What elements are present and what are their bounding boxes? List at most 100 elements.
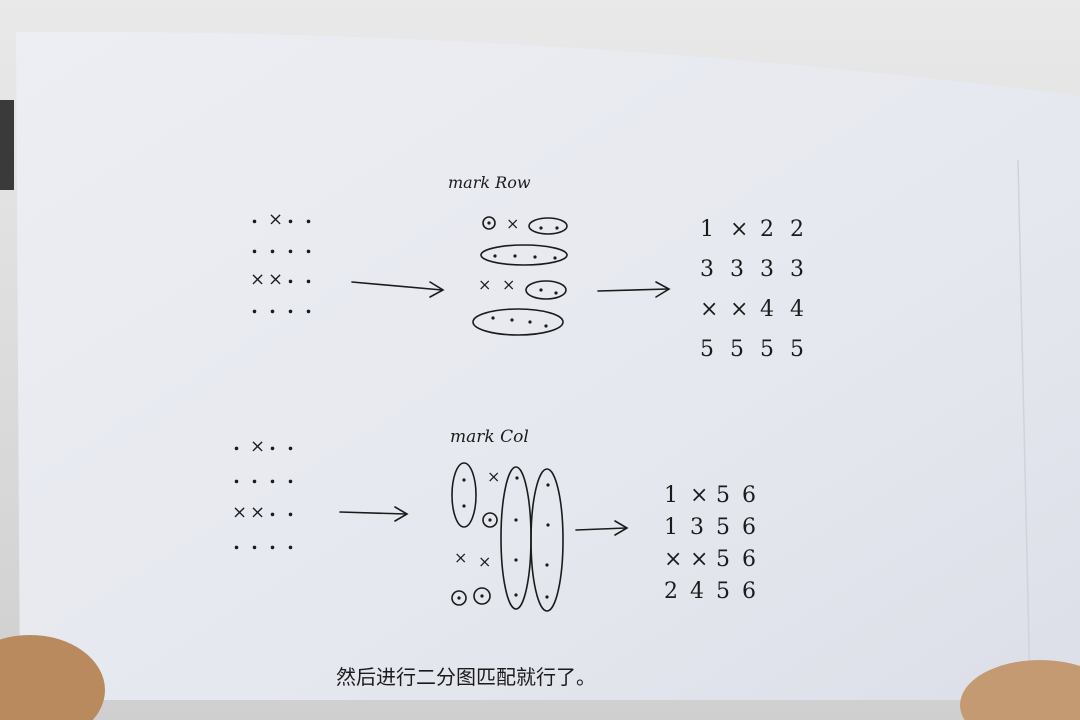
- grid-number: 5: [700, 337, 714, 362]
- left-thumb: [0, 635, 105, 720]
- grid-dot: [288, 479, 293, 484]
- grid-dot: [252, 249, 257, 254]
- match-circle: [451, 590, 467, 606]
- grid-number: 5: [760, 337, 774, 362]
- grid-cross: ×: [478, 275, 491, 294]
- grid-cross: ×: [700, 297, 718, 322]
- grid-number: 2: [760, 217, 774, 242]
- bottom-arrow-2-head: [614, 520, 629, 536]
- grid-dot: [491, 316, 495, 320]
- bottom-result-grid: 1 × 5 61 3 5 6× × 5 62 4 5 6: [664, 483, 756, 604]
- col-loop-1: [451, 462, 477, 528]
- right-thumb: [960, 660, 1080, 720]
- grid-cross: ×: [268, 209, 283, 230]
- grid-dot: [306, 279, 311, 284]
- grid-dot: [533, 255, 537, 259]
- grid-dot: [510, 318, 514, 322]
- bottom-arrow-1-head: [394, 506, 409, 522]
- grid-cross: ×: [506, 214, 519, 233]
- grid-number: 3: [790, 257, 804, 282]
- bottom-arrow-2: [575, 527, 627, 531]
- grid-dot: [288, 446, 293, 451]
- grid-dot: [306, 249, 311, 254]
- paper-fold-line: [1017, 159, 1031, 691]
- grid-cross: ×: [690, 547, 708, 572]
- grid-dot: [270, 512, 275, 517]
- match-circle: [482, 512, 498, 528]
- grid-dot: [252, 219, 257, 224]
- grid-dot: [288, 249, 293, 254]
- grid-number: 5: [730, 337, 744, 362]
- grid-number: 1: [664, 515, 678, 540]
- top-arrow-2: [597, 288, 669, 292]
- row-loop-3: [525, 280, 567, 300]
- grid-dot: [288, 545, 293, 550]
- grid-number: 5: [716, 579, 730, 604]
- bottom-middle-grid: × × ×: [451, 462, 564, 612]
- grid-dot: [488, 518, 492, 522]
- grid-cross: ×: [268, 269, 283, 290]
- grid-dot: [288, 219, 293, 224]
- grid-dot: [514, 518, 518, 522]
- top-arrow-1: [351, 281, 443, 291]
- top-arrow-1-head: [429, 281, 445, 298]
- top-input-grid: ×× ×: [250, 209, 311, 314]
- grid-number: 4: [790, 297, 804, 322]
- grid-dot: [252, 545, 257, 550]
- grid-number: 5: [716, 515, 730, 540]
- grid-dot: [546, 483, 550, 487]
- grid-dot: [555, 226, 559, 230]
- caption-text: 然后进行二分图匹配就行了。: [336, 665, 596, 689]
- grid-number: 3: [730, 257, 744, 282]
- grid-number: 6: [742, 547, 756, 572]
- grid-dot: [252, 479, 257, 484]
- mark-col-label: mark Col: [450, 427, 529, 447]
- grid-dot: [270, 446, 275, 451]
- grid-cross: ×: [454, 548, 467, 567]
- grid-dot: [270, 309, 275, 314]
- top-result-grid: 1 × 2 23 3 3 3× × 4 45 5 5 5: [700, 217, 804, 362]
- mark-row-label: mark Row: [448, 173, 531, 192]
- top-middle-grid: × × ×: [472, 214, 568, 336]
- grid-number: 6: [742, 579, 756, 604]
- grid-cross: ×: [250, 436, 265, 457]
- grid-number: 6: [742, 515, 756, 540]
- grid-dot: [513, 254, 517, 258]
- grid-dot: [270, 545, 275, 550]
- grid-dot: [546, 523, 550, 527]
- grid-cross: ×: [487, 467, 500, 486]
- row-loop-4: [472, 308, 564, 336]
- grid-number: 3: [690, 515, 704, 540]
- grid-dot: [544, 324, 548, 328]
- match-circle: [482, 216, 496, 230]
- top-arrow-2-head: [655, 281, 671, 298]
- grid-cross: ×: [502, 275, 515, 294]
- grid-cross: ×: [730, 217, 748, 242]
- grid-dot: [553, 256, 557, 260]
- row-loop-1: [528, 217, 568, 235]
- grid-dot: [234, 479, 239, 484]
- match-circle: [473, 587, 491, 605]
- grid-number: 4: [760, 297, 774, 322]
- grid-number: 3: [700, 257, 714, 282]
- grid-cross: ×: [478, 552, 491, 571]
- grid-number: 2: [790, 217, 804, 242]
- grid-dot: [493, 254, 497, 258]
- grid-dot: [457, 596, 461, 600]
- col-loop-3: [530, 468, 564, 612]
- bottom-input-grid: ×× ×: [232, 436, 293, 550]
- grid-number: 1: [700, 217, 714, 242]
- grid-number: 6: [742, 483, 756, 508]
- grid-dot: [288, 512, 293, 517]
- grid-cross: ×: [250, 502, 265, 523]
- grid-number: 3: [760, 257, 774, 282]
- grid-number: 2: [664, 579, 678, 604]
- grid-dot: [288, 279, 293, 284]
- bottom-arrow-1: [339, 511, 407, 515]
- grid-dot: [270, 479, 275, 484]
- row-loop-2: [480, 244, 568, 266]
- grid-dot: [288, 309, 293, 314]
- paper-sheet: [16, 31, 1080, 701]
- grid-dot: [480, 594, 484, 598]
- grid-dot: [234, 446, 239, 451]
